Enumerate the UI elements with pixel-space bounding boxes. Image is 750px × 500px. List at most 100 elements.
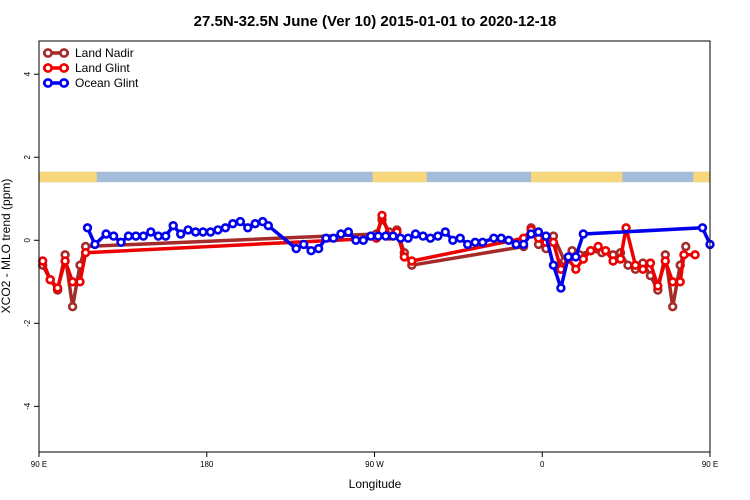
- legend-swatch-marker: [43, 78, 53, 88]
- ocean-glint-point: [101, 229, 111, 239]
- x-tick-label: 90 W: [365, 460, 384, 469]
- x-tick-label: 0: [540, 460, 545, 469]
- ocean-glint-point: [504, 235, 514, 246]
- ocean-glint-point: [433, 231, 443, 241]
- ocean-glint-point: [250, 219, 260, 229]
- ocean-glint-point: [358, 235, 368, 246]
- land-glint-point: [377, 210, 387, 221]
- ocean-glint-point: [235, 216, 246, 227]
- ocean-glint-point: [168, 221, 178, 231]
- ocean-glint-point: [563, 252, 573, 262]
- ocean-glint-point: [463, 239, 473, 250]
- legend-label: Land Nadir: [75, 46, 134, 60]
- ocean-glint-point: [425, 233, 436, 243]
- land-glint-point: [675, 277, 685, 287]
- land-ocean-strip: [39, 171, 710, 183]
- land-nadir-point: [623, 260, 633, 270]
- land-glint-point: [585, 246, 596, 256]
- land-glint-point: [615, 254, 626, 264]
- ocean-glint-point: [526, 229, 536, 239]
- land-glint-point: [593, 241, 603, 252]
- land-nadir-point: [667, 302, 678, 312]
- ocean-glint-point: [373, 231, 383, 241]
- land-band: [39, 171, 97, 183]
- ocean-glint-point: [388, 231, 398, 241]
- ocean-glint-point: [455, 233, 465, 243]
- x-tick-label: 180: [200, 460, 214, 469]
- ocean-glint-point: [291, 243, 301, 254]
- legend-item-land-glint: Land Glint: [43, 61, 130, 75]
- ocean-glint-point: [571, 252, 581, 262]
- x-axis-label: Longitude: [349, 477, 402, 491]
- y-tick-label: -2: [23, 319, 32, 327]
- ocean-glint-point: [299, 239, 309, 250]
- y-axis: -4 -2 0 2 4: [23, 71, 39, 410]
- ocean-glint-point: [496, 233, 506, 243]
- ocean-glint-point: [82, 223, 93, 233]
- land-glint-point: [660, 256, 670, 266]
- ocean-glint-point: [410, 229, 421, 239]
- legend-label: Land Glint: [75, 61, 130, 75]
- ocean-glint-point: [263, 221, 273, 231]
- legend-swatch-marker: [43, 48, 53, 58]
- ocean-glint-point: [108, 231, 119, 241]
- land-glint-point: [60, 256, 70, 266]
- ocean-glint-point: [418, 231, 428, 241]
- legend-swatch-marker: [59, 48, 69, 58]
- ocean-glint-point: [153, 231, 164, 241]
- ocean-glint-point: [336, 229, 346, 239]
- ocean-glint-point: [395, 233, 406, 243]
- land-nadir-point: [681, 241, 691, 252]
- land-glint-point: [80, 248, 91, 258]
- legend-item-land-nadir: Land Nadir: [43, 46, 134, 60]
- ocean-glint-point: [146, 227, 156, 237]
- ocean-glint-point: [198, 227, 208, 237]
- ocean-glint-point: [533, 227, 544, 237]
- land-glint-point: [679, 250, 689, 260]
- ocean-glint-point: [381, 231, 391, 241]
- ocean-glint-point: [131, 231, 141, 241]
- ocean-glint-point: [138, 231, 149, 241]
- legend-item-ocean-glint: Ocean Glint: [43, 76, 139, 90]
- ocean-glint-point: [213, 225, 223, 235]
- land-glint-point: [638, 264, 648, 274]
- ocean-glint-point: [116, 237, 126, 248]
- land-nadir-point: [67, 302, 78, 312]
- land-glint-point: [407, 256, 417, 266]
- legend-swatch-marker: [59, 63, 69, 73]
- land-glint-point: [578, 254, 588, 264]
- land-glint-point: [608, 256, 618, 266]
- y-tick-label: 4: [23, 71, 32, 76]
- legend-swatch-marker: [43, 63, 53, 73]
- ocean-glint-point: [306, 246, 316, 256]
- ocean-glint-point: [313, 243, 324, 254]
- land-glint-point: [571, 264, 581, 274]
- ocean-glint-point: [440, 227, 450, 237]
- land-glint-point: [67, 277, 78, 287]
- land-band: [693, 171, 710, 183]
- y-axis-label: XCO2 - MLO trend (ppm): [0, 179, 13, 314]
- ocean-glint-point: [477, 237, 488, 248]
- y-tick-label: 2: [23, 154, 32, 159]
- ocean-glint-point: [205, 227, 216, 237]
- ocean-glint-point: [321, 233, 331, 243]
- land-glint-point: [37, 256, 48, 266]
- plot-frame: [38, 40, 711, 453]
- series-layer: [37, 210, 715, 312]
- ocean-glint-point: [176, 229, 186, 239]
- land-glint-point: [667, 277, 678, 287]
- ocean-glint-point: [190, 227, 201, 237]
- land-glint-point: [548, 237, 559, 248]
- ocean-glint-point: [403, 233, 413, 243]
- ocean-glint-point: [343, 227, 354, 237]
- ocean-glint-point: [220, 223, 231, 233]
- ocean-glint-point: [448, 235, 458, 246]
- x-tick-label: 90 E: [702, 460, 718, 469]
- ocean-glint-point: [183, 225, 193, 235]
- land-glint-point: [630, 260, 641, 270]
- x-tick-label: 90 E: [31, 460, 47, 469]
- land-glint-point: [399, 252, 409, 262]
- ocean-glint-point: [123, 231, 134, 241]
